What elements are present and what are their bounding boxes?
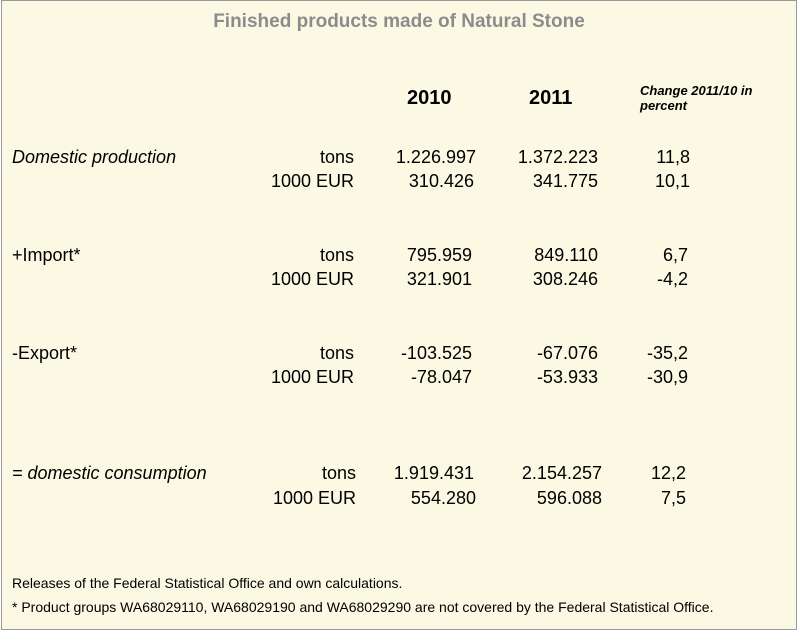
change-percent: 10,1	[654, 171, 690, 191]
value-2011: 308.246	[532, 269, 598, 289]
table-row: 1000 EUR 310.426 341.775 10,1	[2, 171, 798, 195]
header-2011: 2011	[529, 87, 573, 109]
change-percent: -35,2	[646, 343, 688, 363]
unit-cell: tons	[321, 463, 356, 483]
unit-cell: 1000 EUR	[272, 488, 356, 508]
value-2011: 341.775	[532, 171, 598, 191]
change-percent: -30,9	[646, 367, 688, 387]
value-2010: 321.901	[406, 269, 472, 289]
change-percent: 12,2	[650, 463, 686, 483]
value-2010: 1.226.997	[395, 147, 476, 167]
table-row: = domestic consumption tons 1.919.431 2.…	[2, 463, 798, 487]
value-2010: 795.959	[406, 245, 472, 265]
unit-cell: tons	[319, 245, 354, 265]
table-row: +Import* tons 795.959 849.110 6,7	[2, 245, 798, 269]
unit-cell: 1000 EUR	[270, 269, 354, 289]
unit-cell: 1000 EUR	[270, 171, 354, 191]
value-2011: 849.110	[534, 245, 598, 265]
table-row: 1000 EUR -78.047 -53.933 -30,9	[2, 367, 798, 391]
change-percent: 11,8	[656, 147, 690, 167]
table-row: 1000 EUR 554.280 596.088 7,5	[2, 488, 798, 512]
row-label: +Import*	[12, 245, 81, 265]
change-percent: 6,7	[662, 245, 688, 265]
value-2011: 1.372.223	[517, 147, 598, 167]
value-2011: 596.088	[536, 488, 602, 508]
change-percent: -4,2	[656, 269, 688, 289]
unit-cell: tons	[319, 147, 354, 167]
header-2010: 2010	[407, 87, 452, 109]
row-label: -Export*	[12, 343, 78, 363]
value-2010: -103.525	[400, 343, 472, 363]
value-2010: 554.280	[410, 488, 476, 508]
unit-cell: 1000 EUR	[270, 367, 354, 387]
row-label: Domestic production	[12, 147, 177, 167]
value-2010: -78.047	[410, 367, 472, 387]
page-title: Finished products made of Natural Stone	[213, 11, 585, 32]
table-row: Domestic production tons 1.226.997 1.372…	[2, 147, 798, 171]
change-percent: 7,5	[660, 488, 686, 508]
table-row: 1000 EUR 321.901 308.246 -4,2	[2, 269, 798, 293]
coverage-footnote: * Product groups WA68029110, WA68029190 …	[12, 599, 714, 615]
header-change: Change 2011/10 in percent	[640, 83, 753, 113]
unit-cell: tons	[319, 343, 354, 363]
value-2011: -67.076	[536, 343, 598, 363]
value-2011: -53.933	[536, 367, 598, 387]
row-label: = domestic consumption	[12, 463, 207, 483]
value-2011: 2.154.257	[521, 463, 602, 483]
table-row: -Export* tons -103.525 -67.076 -35,2	[2, 343, 798, 367]
value-2010: 310.426	[408, 171, 474, 191]
source-note: Releases of the Federal Statistical Offi…	[12, 575, 403, 591]
value-2010: 1.919.431	[393, 463, 474, 483]
